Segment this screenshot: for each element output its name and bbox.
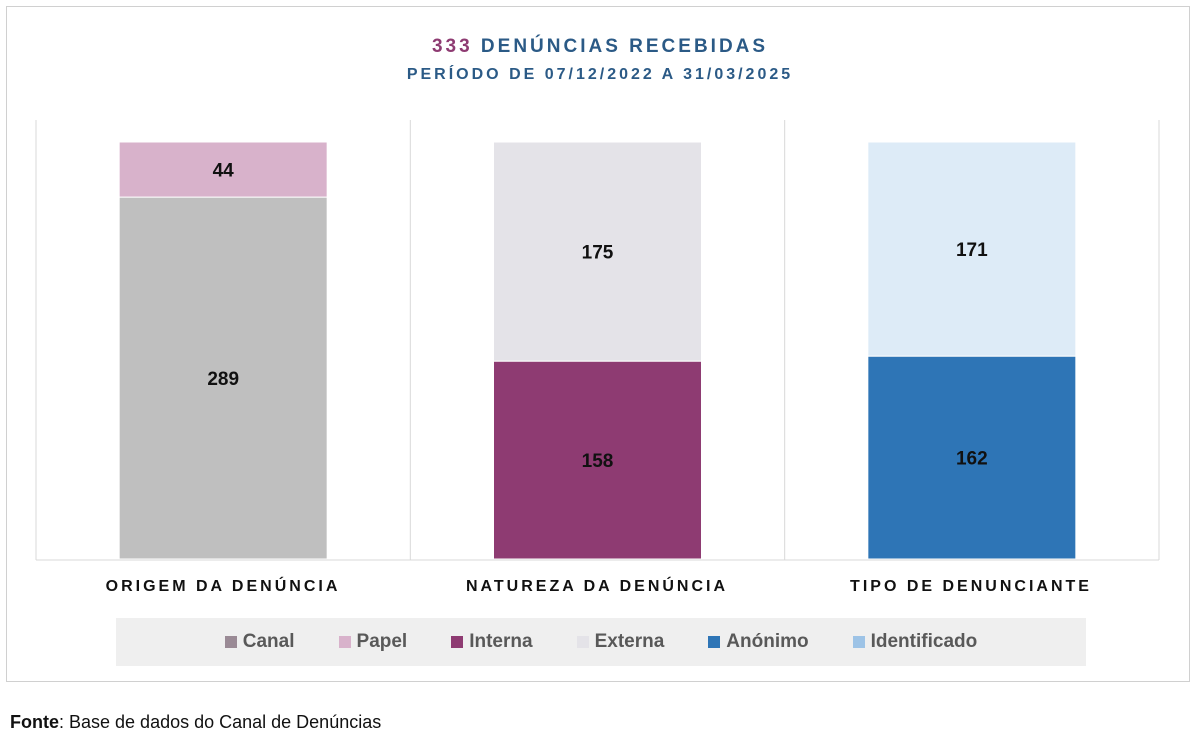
category-label-origem: ORIGEM DA DENÚNCIA bbox=[105, 578, 341, 595]
legend-label: Interna bbox=[469, 631, 533, 652]
source-label: Fonte bbox=[10, 712, 59, 732]
legend-swatch bbox=[852, 636, 865, 648]
legend-item-interna: Interna bbox=[451, 631, 533, 653]
legend-swatch bbox=[338, 636, 351, 648]
total-count: 333 bbox=[431, 36, 473, 57]
legend-label: Canal bbox=[242, 631, 295, 652]
legend-label: Identificado bbox=[870, 631, 978, 652]
bar-segment-anonimo bbox=[867, 355, 1077, 560]
legend-swatch bbox=[451, 636, 464, 648]
legend-swatch bbox=[224, 636, 237, 648]
legend-label: Papel bbox=[356, 631, 408, 652]
title-main: DENÚNCIAS RECEBIDAS bbox=[480, 36, 769, 57]
bar-segment-papel bbox=[118, 141, 328, 198]
legend-item-anonimo: Anónimo bbox=[708, 631, 809, 653]
data-label-anonimo: 162 bbox=[956, 449, 988, 470]
legend-swatch bbox=[708, 636, 721, 648]
bar-segment-interna bbox=[493, 360, 702, 560]
legend-label: Externa bbox=[594, 631, 665, 652]
data-label-canal: 289 bbox=[207, 369, 239, 390]
chart-title: 333 DENÚNCIAS RECEBIDAS bbox=[0, 36, 1200, 58]
legend-swatch bbox=[576, 636, 589, 648]
legend: Canal Papel Interna Externa Anónimo Identific… bbox=[116, 618, 1086, 666]
source-note: Fonte: Base de dados do Canal de Denúnci… bbox=[10, 712, 381, 733]
data-label-externa: 175 bbox=[582, 243, 614, 264]
category-label-natureza: NATUREZA DA DENÚNCIA bbox=[465, 578, 729, 595]
legend-item-papel: Papel bbox=[338, 631, 408, 653]
data-label-papel: 44 bbox=[213, 161, 235, 182]
category-label-tipo: TIPO DE DENUNCIANTE bbox=[850, 578, 1092, 595]
legend-item-identificado: Identificado bbox=[852, 631, 978, 653]
source-text: : Base de dados do Canal de Denúncias bbox=[59, 712, 382, 732]
bar-segment-canal bbox=[118, 196, 328, 560]
legend-label: Anónimo bbox=[726, 631, 809, 652]
bar-segment-identificado bbox=[867, 141, 1077, 357]
legend-item-canal: Canal bbox=[224, 631, 295, 653]
data-label-identificado: 171 bbox=[956, 240, 988, 261]
data-label-interna: 158 bbox=[582, 451, 614, 472]
chart-subtitle: PERÍODO DE 07/12/2022 A 31/03/2025 bbox=[406, 66, 794, 83]
bar-segment-externa bbox=[493, 141, 702, 362]
legend-item-externa: Externa bbox=[576, 631, 665, 653]
